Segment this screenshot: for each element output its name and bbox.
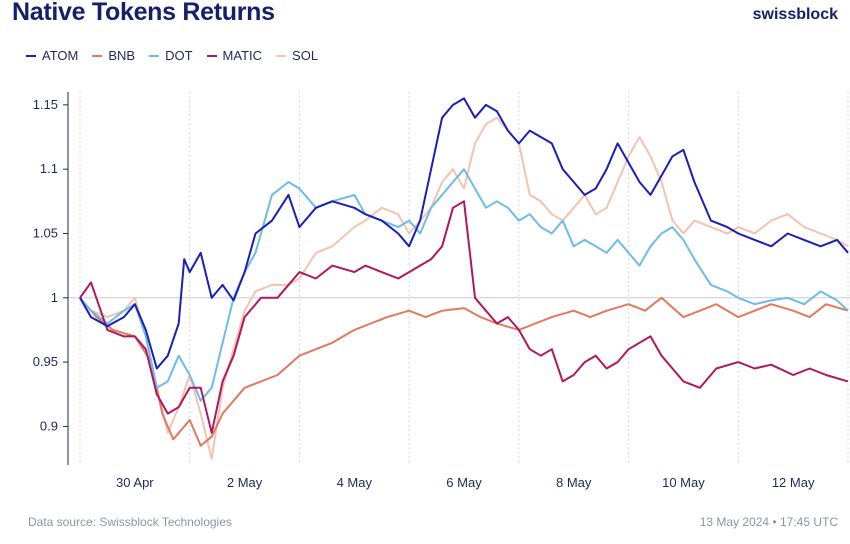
x-tick-label: 30 Apr xyxy=(116,475,154,490)
data-source: Data source: Swissblock Technologies xyxy=(28,515,232,529)
legend-item-sol: SOL xyxy=(276,48,318,63)
legend-label: ATOM xyxy=(42,48,79,63)
series-line-atom xyxy=(79,97,849,370)
x-tick-label: 8 May xyxy=(556,475,592,490)
series-line-sol xyxy=(79,116,849,460)
y-tick-label: 1.05 xyxy=(33,225,58,240)
legend-item-atom: ATOM xyxy=(26,48,78,63)
legend-label: DOT xyxy=(165,48,193,63)
y-tick-label: 1.1 xyxy=(40,161,58,176)
legend-swatch xyxy=(149,54,160,57)
chart-legend: ATOM BNB DOT MATIC SOL xyxy=(26,48,318,63)
legend-swatch xyxy=(26,54,36,57)
brand-logo: swissblock xyxy=(752,6,838,23)
chart-title: Native Tokens Returns xyxy=(12,0,275,26)
x-tick-label: 2 May xyxy=(227,475,263,490)
x-tick-label: 12 May xyxy=(772,475,815,490)
y-tick-label: 0.95 xyxy=(33,354,58,369)
series-line-bnb xyxy=(79,296,849,447)
x-tick-label: 10 May xyxy=(662,475,705,490)
legend-label: MATIC xyxy=(222,48,263,63)
legend-item-dot: DOT xyxy=(149,48,193,63)
y-tick-label: 1 xyxy=(51,290,58,305)
legend-item-bnb: BNB xyxy=(92,48,135,63)
legend-swatch xyxy=(206,54,217,57)
y-tick-label: 0.9 xyxy=(40,418,58,433)
timestamp: 13 May 2024 • 17:45 UTC xyxy=(699,515,838,529)
x-tick-label: 4 May xyxy=(337,475,373,490)
series-line-matic xyxy=(79,200,849,434)
legend-label: BNB xyxy=(108,48,136,63)
legend-swatch xyxy=(276,54,287,57)
y-tick-label: 1.15 xyxy=(33,97,58,112)
legend-item-matic: MATIC xyxy=(206,48,263,63)
x-tick-label: 6 May xyxy=(446,475,482,490)
legend-swatch xyxy=(92,54,103,57)
legend-label: SOL xyxy=(292,48,319,63)
